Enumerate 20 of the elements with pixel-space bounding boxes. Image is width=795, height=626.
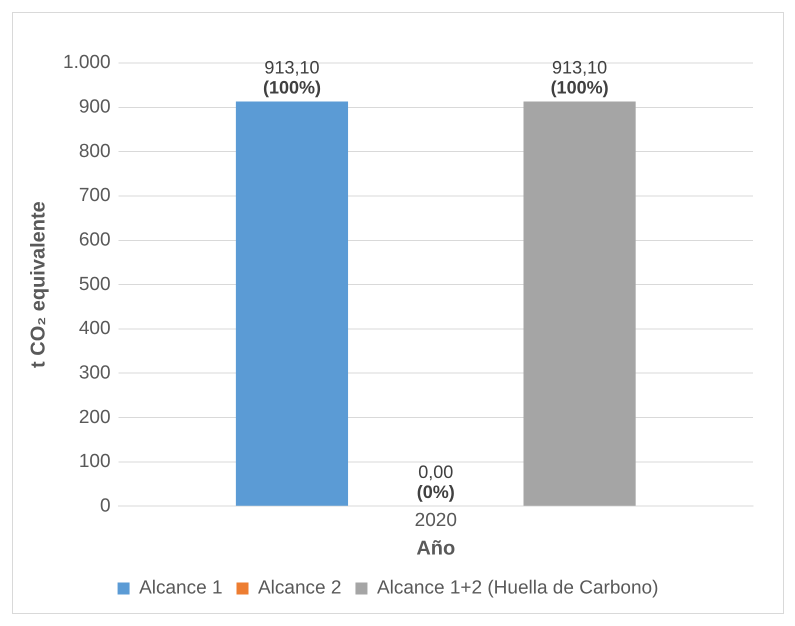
legend-label: Alcance 2 (258, 578, 342, 599)
y-tick-label: 100 (78, 451, 111, 472)
data-label: 0,00 (0%) (416, 462, 455, 502)
y-axis-title: t CO₂ equivalente (28, 201, 50, 368)
x-tick-label: 2020 (414, 510, 457, 531)
y-tick-label: 800 (78, 140, 111, 162)
y-tick-label: 700 (78, 185, 111, 206)
y-tick-label: 200 (78, 406, 111, 428)
y-tick-label: 300 (78, 362, 111, 384)
y-tick-label: 900 (78, 96, 111, 118)
legend-label: Alcance 1 (139, 578, 223, 599)
y-tick-label: 500 (78, 274, 111, 295)
y-tick-label: 600 (78, 230, 111, 251)
y-tick-label: 400 (78, 318, 111, 340)
data-label: 913,10 (100%) (550, 57, 609, 98)
y-tick-label: 0 (100, 495, 111, 516)
y-tick-label: 1.000 (63, 52, 111, 74)
legend-label: Alcance 1+2 (Huella de Carbono) (376, 578, 658, 599)
x-axis-title: Año (416, 538, 456, 560)
data-label: 913,10 (100%) (262, 57, 321, 98)
